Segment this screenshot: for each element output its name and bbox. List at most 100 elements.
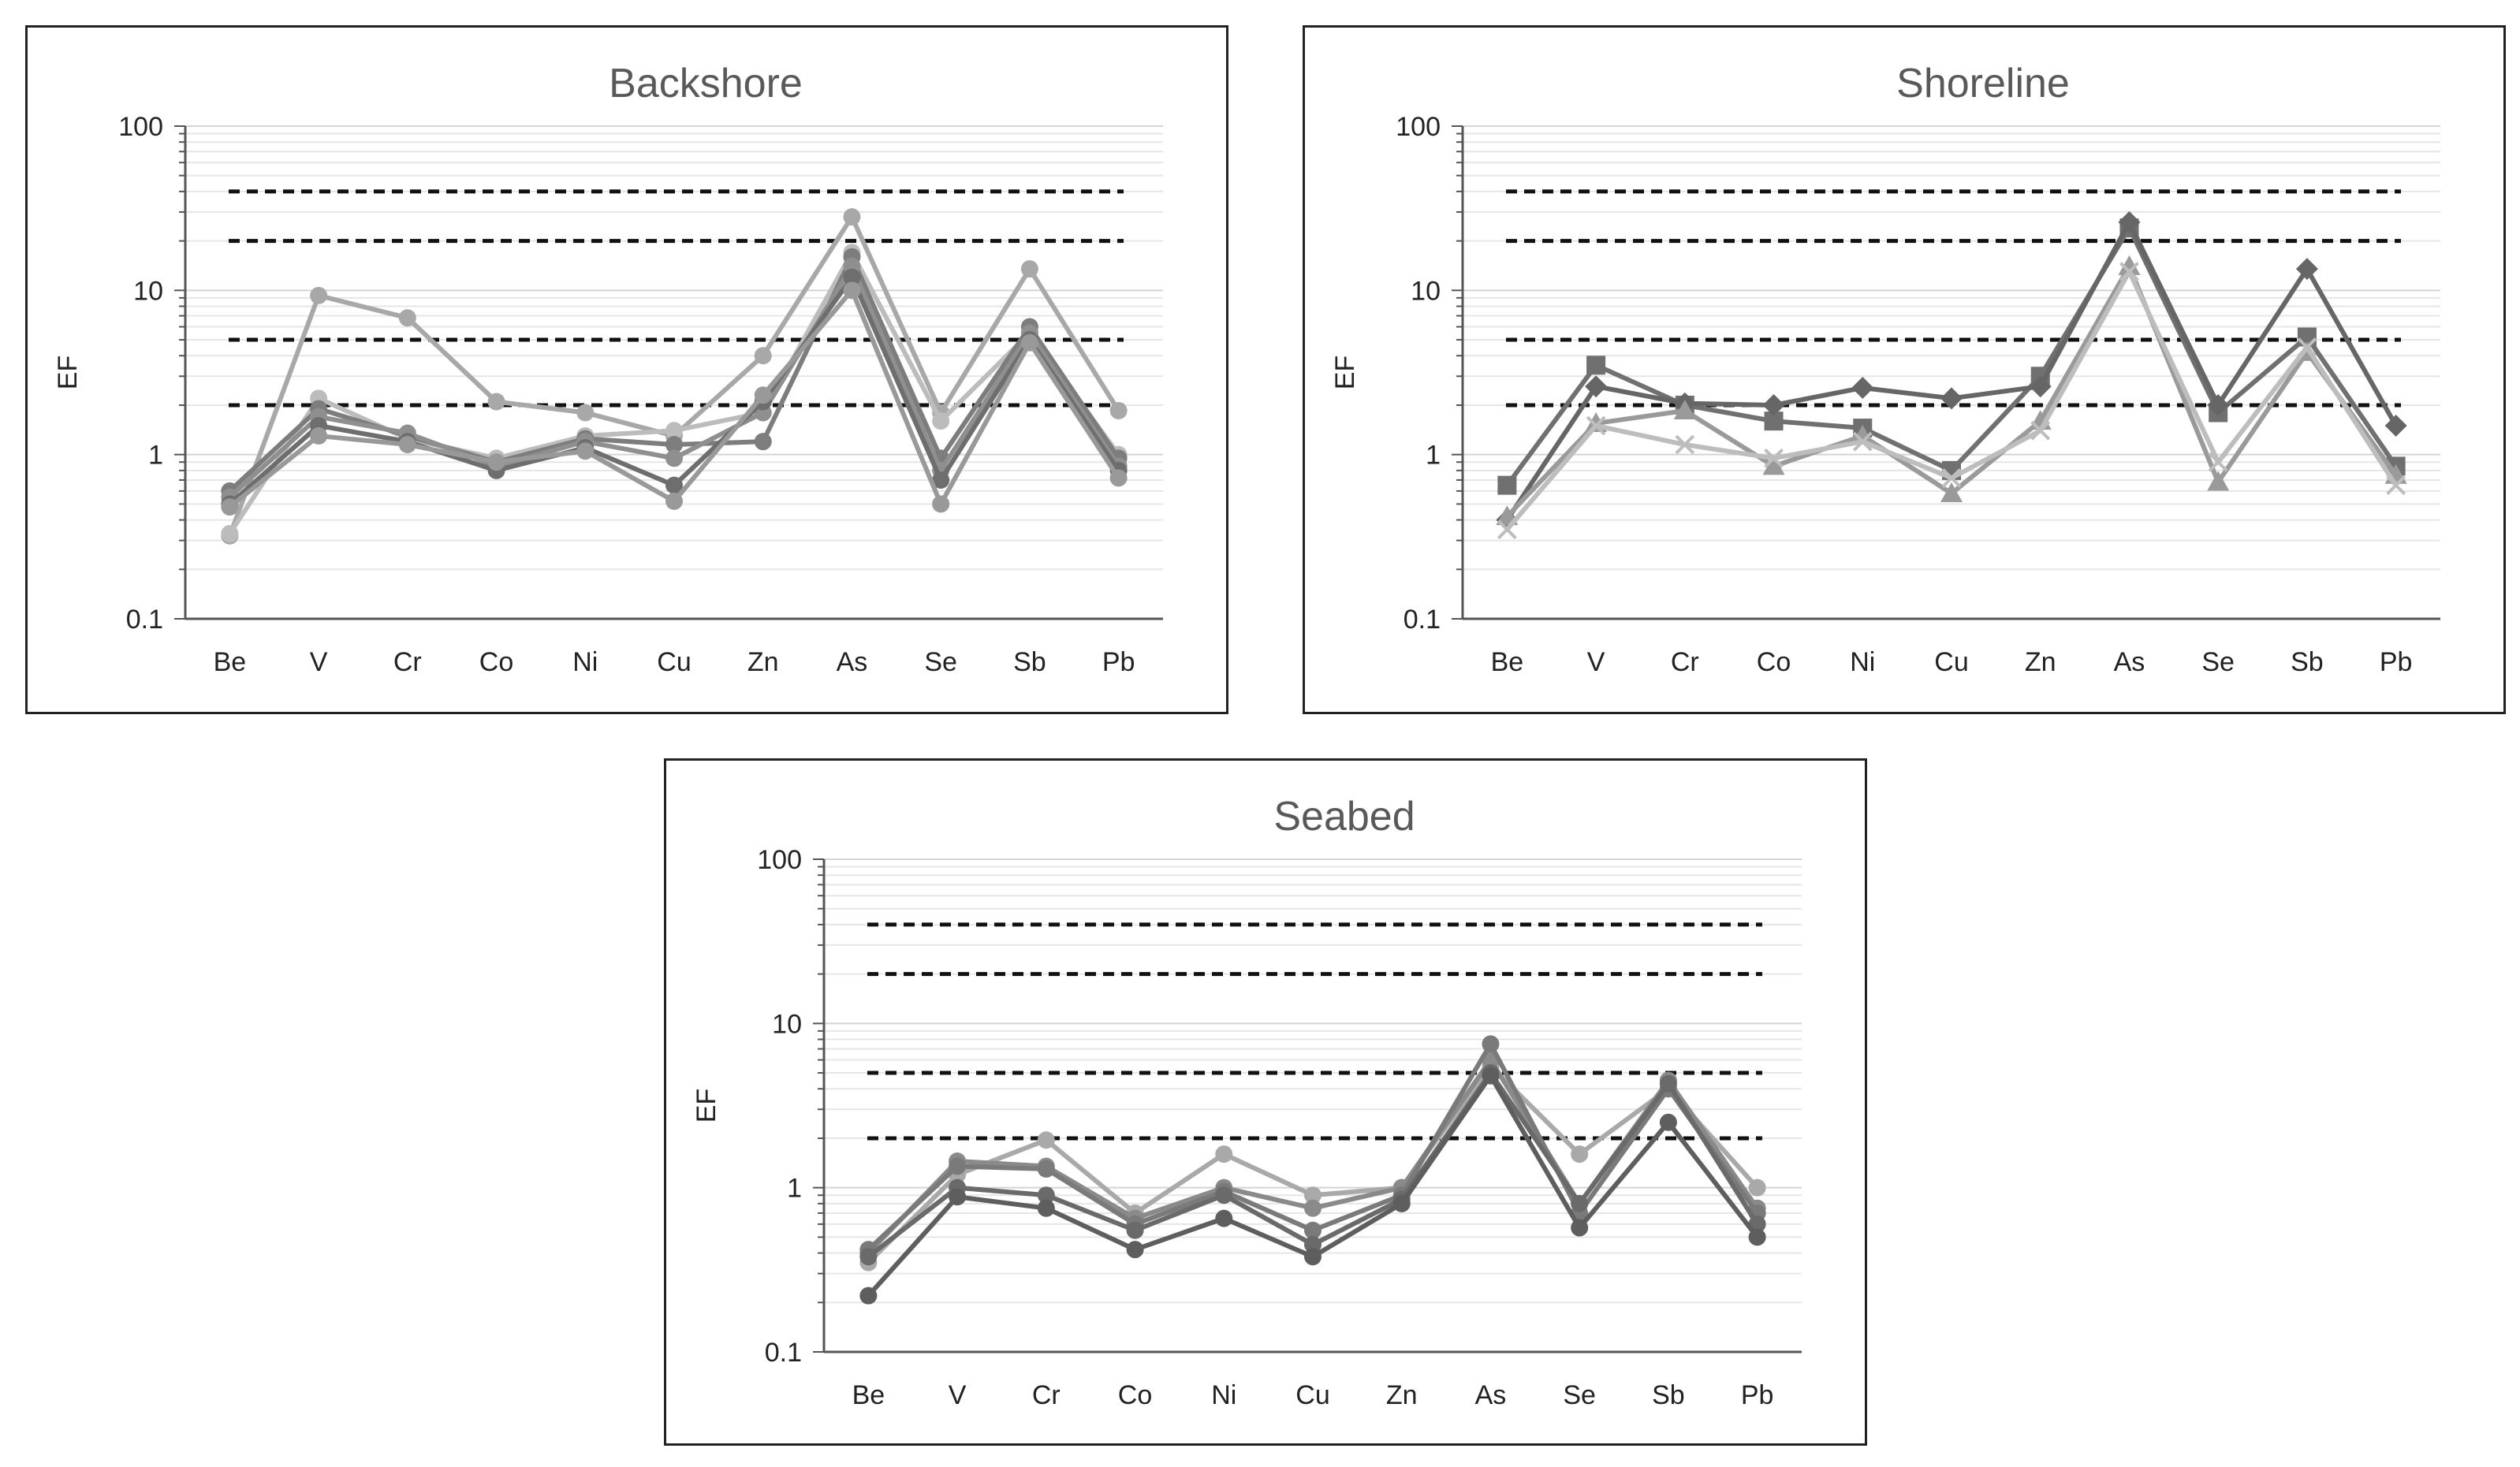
y-tick-label: 10 — [1411, 276, 1441, 306]
data-point — [221, 524, 239, 542]
data-point — [1304, 1199, 1322, 1217]
data-point — [1762, 455, 1785, 475]
data-point — [949, 1157, 967, 1175]
y-tick-label: 0.1 — [765, 1338, 802, 1368]
data-point — [1851, 376, 1874, 399]
y-tick-label: 1 — [1426, 441, 1441, 471]
y-tick-label: 10 — [772, 1009, 802, 1039]
data-point — [1764, 448, 1784, 468]
data-point — [2207, 471, 2230, 491]
x-tick-label: Sb — [1013, 647, 1046, 677]
x-tick-label: As — [837, 647, 868, 677]
data-point — [754, 347, 772, 365]
data-point — [665, 492, 683, 510]
x-tick-label: Ni — [572, 647, 598, 677]
x-tick-label: Sb — [1652, 1380, 1685, 1410]
data-point — [1126, 1221, 1144, 1239]
data-point — [1659, 1074, 1677, 1093]
data-point — [2118, 255, 2141, 275]
data-point — [1586, 356, 1606, 375]
data-point — [1941, 467, 1962, 488]
data-point — [1020, 260, 1038, 278]
data-point — [1762, 393, 1785, 416]
gridlines — [185, 125, 1163, 620]
chart-title: Shoreline — [1896, 61, 2070, 106]
x-tick-label: Co — [1757, 647, 1791, 677]
data-point — [1126, 1241, 1144, 1259]
data-point — [1215, 1186, 1233, 1205]
chart-panel-seabed: Seabed 0.1 1 10 100 EF Be V Cr Co Ni Cu Zn As Se Sb Pb — [664, 758, 1867, 1446]
series-s5 — [859, 1067, 1766, 1305]
data-point — [1586, 415, 1606, 436]
y-tick-label: 0.1 — [126, 605, 163, 635]
chart-shoreline: Shoreline 0.1 1 10 100 EF Be V Cr Co Ni Cu Zn As Se Sb P… — [1330, 61, 2440, 677]
data-point — [1673, 400, 1696, 420]
data-point — [1659, 1113, 1677, 1131]
data-point — [221, 498, 239, 516]
data-point — [1571, 1194, 1589, 1212]
data-point — [310, 426, 328, 445]
data-point — [2207, 393, 2230, 416]
data-point — [1304, 1186, 1322, 1205]
data-point — [2386, 475, 2406, 496]
x-tick-label: Sb — [2291, 647, 2324, 677]
series-s6 — [221, 281, 1128, 516]
data-point — [843, 208, 861, 226]
x-tick-label: Zn — [747, 647, 779, 677]
data-point — [1109, 402, 1128, 420]
data-point — [1571, 1145, 1589, 1164]
data-point — [1940, 387, 1963, 410]
data-point — [398, 436, 416, 454]
x-tick-label: V — [949, 1380, 967, 1410]
data-point — [1497, 519, 1517, 540]
data-point — [949, 1188, 967, 1206]
x-tick-label: Pb — [1741, 1380, 1774, 1410]
data-point — [2029, 375, 2052, 398]
data-point — [1851, 424, 1874, 445]
x-tick-label: Cu — [1934, 647, 1968, 677]
data-point — [1585, 375, 1608, 398]
data-point — [1304, 1221, 1322, 1239]
y-axis-label: EF — [53, 356, 83, 389]
data-point — [487, 393, 505, 411]
data-point — [843, 268, 861, 286]
series-s4 — [1497, 262, 2406, 540]
data-point — [1392, 1194, 1411, 1212]
x-tick-label: V — [1587, 647, 1605, 677]
x-tick-label: Ni — [1850, 647, 1875, 677]
data-point — [665, 476, 683, 494]
x-tick-label: Cr — [393, 647, 422, 677]
data-point — [1109, 469, 1128, 487]
x-tick-label: Be — [1491, 647, 1524, 677]
chart-panel-shoreline: Shoreline 0.1 1 10 100 EF Be V Cr Co Ni Cu Zn As Se Sb P… — [1303, 25, 2506, 714]
x-tick-label: Pb — [1102, 647, 1135, 677]
data-point — [2119, 262, 2139, 282]
chart-title: Backshore — [609, 61, 803, 106]
x-tick-label: Se — [924, 647, 957, 677]
x-tick-label: Zn — [1386, 1380, 1418, 1410]
data-point — [932, 471, 950, 489]
data-point — [665, 422, 683, 440]
data-point — [932, 495, 950, 513]
data-point — [1037, 1199, 1055, 1217]
x-tick-label: Ni — [1211, 1380, 1236, 1410]
data-point — [1215, 1145, 1233, 1164]
y-tick-label: 100 — [118, 112, 163, 142]
data-point — [859, 1248, 878, 1266]
y-tick-label: 1 — [787, 1174, 802, 1204]
chart-title: Seabed — [1273, 794, 1415, 840]
data-point — [1571, 1219, 1589, 1237]
data-point — [932, 412, 950, 430]
data-point — [1482, 1067, 1500, 1085]
data-point — [576, 404, 595, 422]
data-point — [1852, 431, 1873, 452]
y-axis-label: EF — [692, 1089, 721, 1123]
series-s2 — [1496, 210, 2407, 531]
data-point — [1748, 1178, 1766, 1197]
data-point — [665, 436, 683, 454]
x-tick-label: As — [1475, 1380, 1507, 1410]
data-point — [2297, 337, 2317, 357]
data-point — [1037, 1131, 1055, 1149]
data-point — [2030, 420, 2051, 441]
data-point — [1940, 482, 1963, 502]
